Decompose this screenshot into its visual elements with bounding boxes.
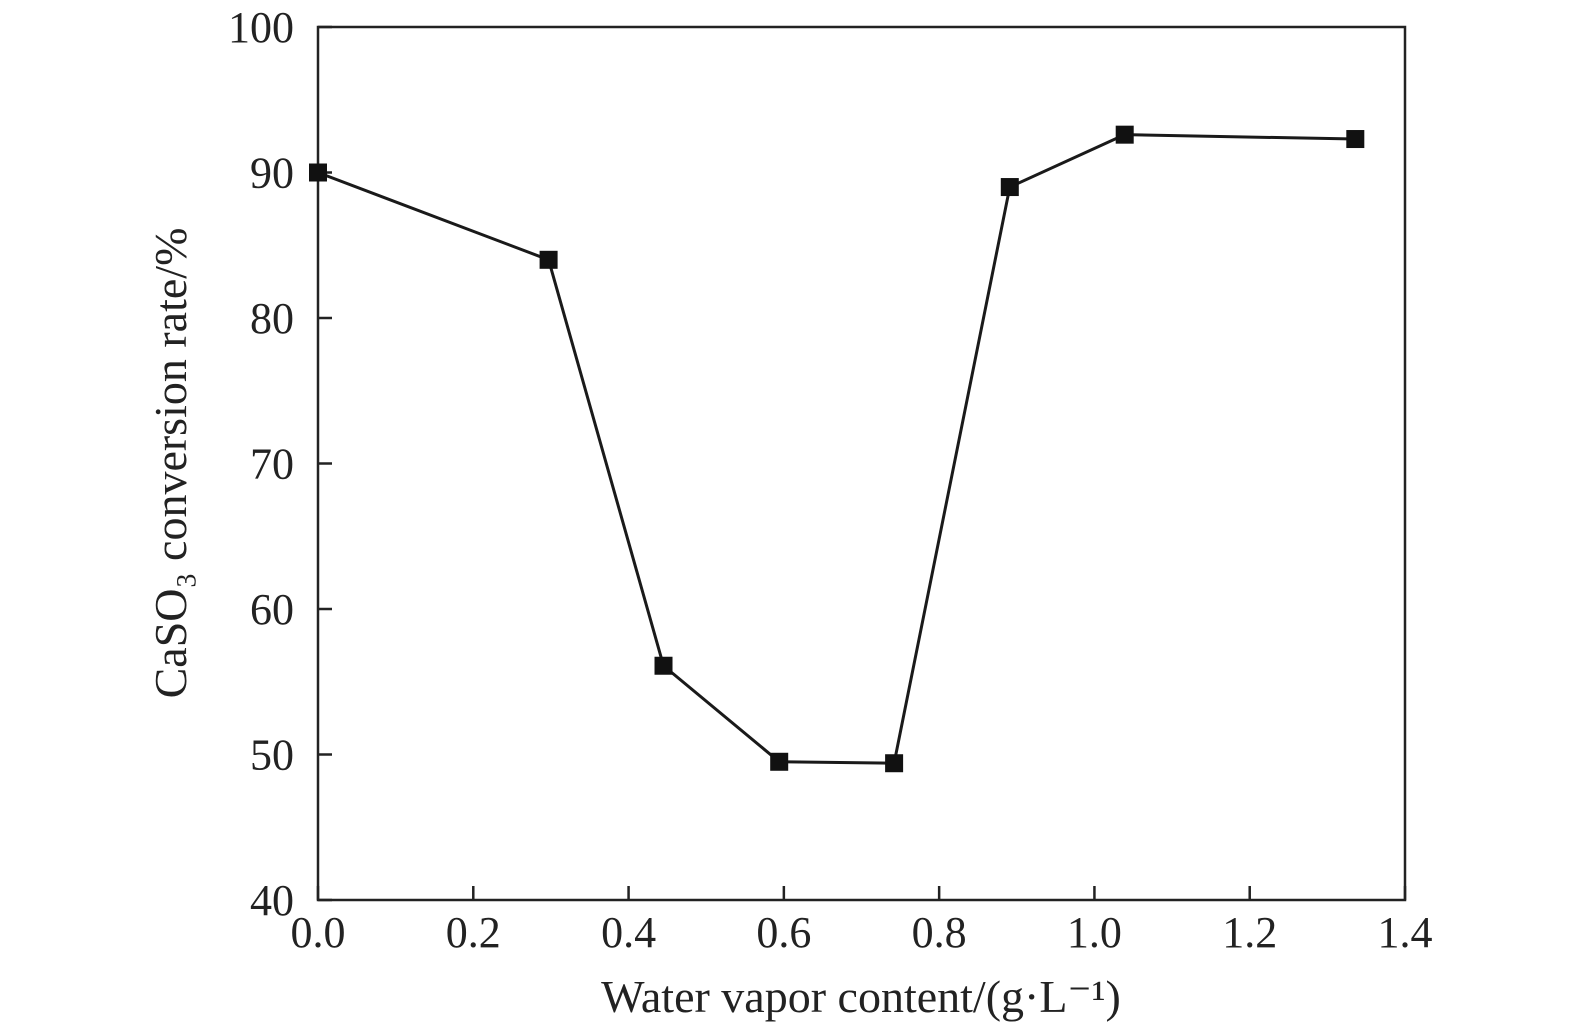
y-tick-label: 80: [250, 294, 294, 343]
plot-frame: [316, 25, 1407, 902]
y-tick-label: 60: [250, 585, 294, 634]
y-tick-label: 90: [250, 149, 294, 198]
y-tick-label: 70: [250, 440, 294, 489]
data-point-marker: [539, 250, 558, 269]
data-point-marker: [1346, 130, 1365, 149]
data-series: [309, 125, 1365, 773]
data-point-marker: [1000, 178, 1019, 197]
x-tick-label: 1.0: [1067, 908, 1122, 957]
x-tick-label: 0.4: [601, 908, 656, 957]
data-point-marker: [770, 752, 789, 771]
x-tick-label: 0.6: [756, 908, 811, 957]
y-tick-label: 100: [228, 3, 294, 52]
y-tick-label: 40: [250, 876, 294, 925]
x-tick-label: 1.2: [1222, 908, 1277, 957]
data-point-marker: [1115, 125, 1134, 144]
y-tick-label: 50: [250, 731, 294, 780]
x-tick-label: 0.0: [291, 908, 346, 957]
y-axis-title: CaSO₃ conversion rate/%: [145, 228, 196, 699]
data-point-marker: [654, 656, 673, 675]
series-line: [317, 133, 1356, 765]
data-point-marker: [885, 754, 904, 773]
data-point-marker: [309, 163, 327, 182]
x-tick-label: 0.8: [912, 908, 967, 957]
y-axis: 40 50 60 70 80 90 100: [228, 3, 332, 925]
x-axis: 0.0 0.2 0.4 0.6 0.8 1.0 1.2 1.4: [291, 886, 1433, 957]
x-axis-title: Water vapor content/(g·L⁻¹): [601, 971, 1121, 1022]
x-tick-label: 1.4: [1378, 908, 1433, 957]
x-tick-label: 0.2: [446, 908, 501, 957]
